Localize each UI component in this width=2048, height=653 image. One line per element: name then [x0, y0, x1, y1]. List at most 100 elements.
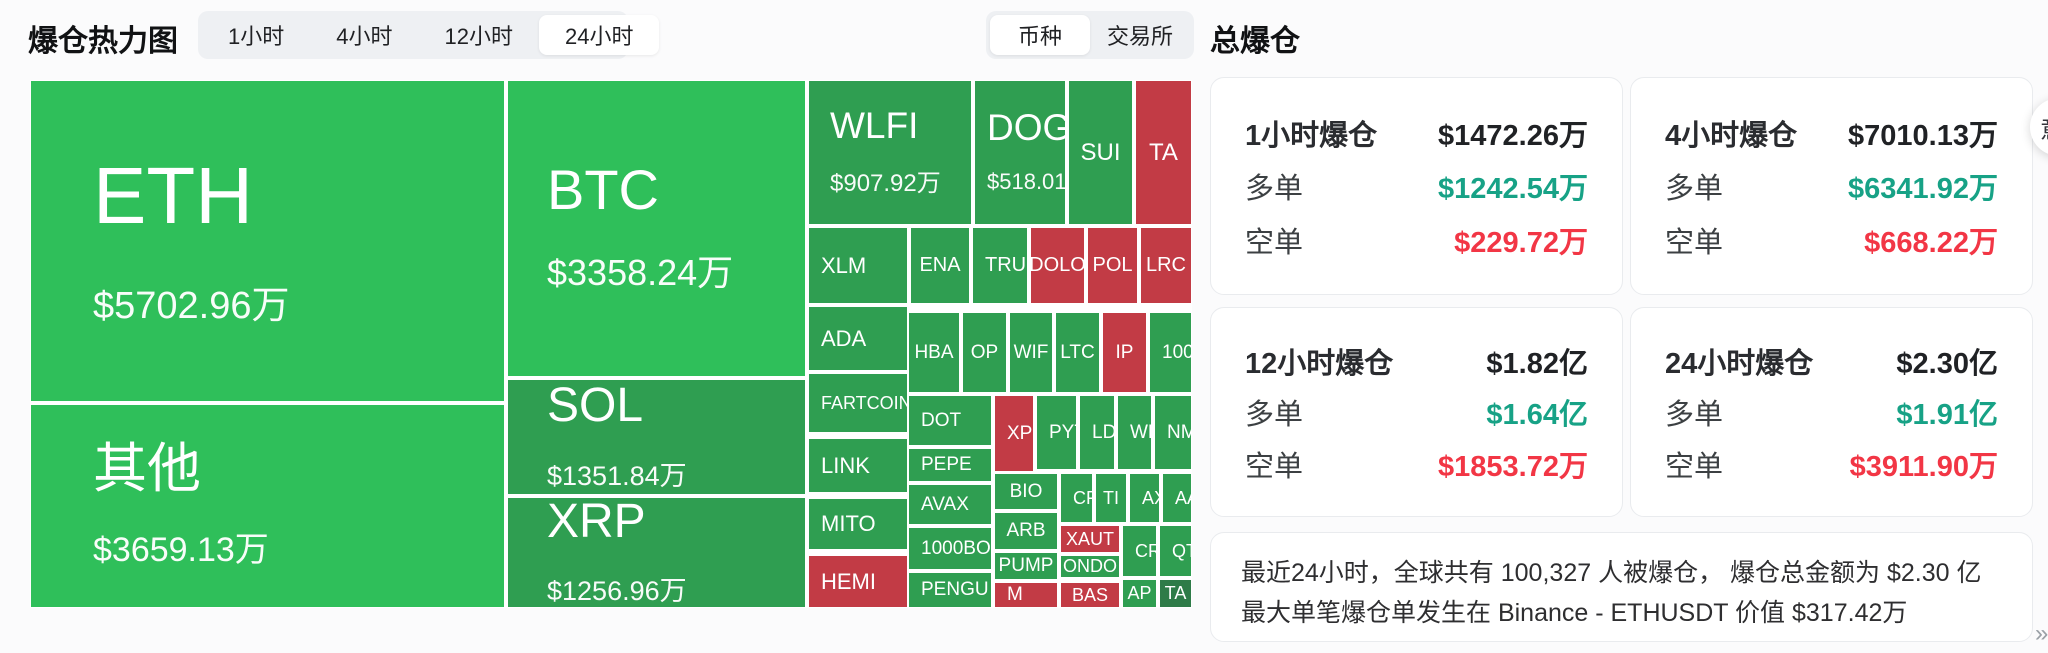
treemap-cell-SOL[interactable]: SOL $1351.84万: [507, 379, 806, 495]
toggle-exchange[interactable]: 交易所: [1106, 24, 1173, 49]
treemap-cell-WIF[interactable]: WIF: [1009, 312, 1053, 393]
treemap-cell-label: BTC: [547, 157, 659, 221]
treemap-cell-label: AX: [1142, 487, 1159, 508]
long-value: $1.91亿: [1896, 399, 1998, 431]
treemap-cell-NM[interactable]: NM: [1154, 395, 1192, 470]
long-label: 多单: [1245, 399, 1304, 431]
treemap-cell-AVAX[interactable]: AVAX: [908, 484, 992, 525]
tab-1h[interactable]: 1小时: [228, 24, 285, 49]
treemap-cell-BAS[interactable]: BAS: [1060, 582, 1120, 608]
treemap-cell-LINK[interactable]: LINK: [808, 438, 908, 493]
tab-12h[interactable]: 12小时: [444, 24, 513, 49]
treemap-cell-AA[interactable]: AA: [1162, 473, 1192, 523]
treemap-cell-XLM[interactable]: XLM: [808, 227, 908, 304]
tab-4h[interactable]: 4小时: [336, 24, 393, 49]
treemap-cell-label: ONDO: [1063, 556, 1117, 577]
treemap-cell-HBA[interactable]: HBA: [908, 312, 960, 393]
treemap-cell-label: MITO: [821, 511, 876, 537]
treemap-cell-label: PUMP: [998, 555, 1054, 577]
treemap-cell-BIO[interactable]: BIO: [994, 473, 1058, 510]
treemap-cell-TI[interactable]: TI: [1095, 473, 1127, 523]
short-value: $668.22万: [1864, 226, 1998, 259]
treemap-cell-label: TI: [1103, 487, 1119, 508]
long-label: 多单: [1665, 399, 1724, 431]
treemap-cell-BTC[interactable]: BTC $3358.24万: [507, 80, 806, 377]
treemap-cell-1000BO[interactable]: 1000BO: [908, 527, 992, 570]
long-value: $1242.54万: [1438, 173, 1588, 205]
treemap-cell-IP[interactable]: IP: [1102, 312, 1147, 393]
treemap-cell-label: IP: [1115, 341, 1134, 363]
treemap-cell-HEMI[interactable]: HEMI: [808, 555, 908, 608]
treemap-cell-SUI[interactable]: SUI: [1068, 80, 1133, 225]
short-label: 空单: [1245, 450, 1304, 483]
treemap-cell-TRUM[interactable]: TRUM: [972, 227, 1028, 304]
treemap-cell-ADA[interactable]: ADA: [808, 306, 908, 371]
treemap-cell-label: NM: [1167, 421, 1191, 443]
treemap-cell-label: SUI: [1080, 138, 1121, 166]
treemap-cell-label: FARTCOIN: [821, 392, 908, 413]
short-label: 空单: [1245, 226, 1304, 259]
card-12h-liquidation: 12小时爆仓 $1.82亿 多单 $1.64亿 空单 $1853.72万: [1210, 307, 1623, 517]
short-value: $1853.72万: [1438, 450, 1588, 483]
treemap-cell-label: WLFI: [830, 105, 919, 147]
treemap-cell-100[interactable]: 100: [1149, 312, 1192, 393]
treemap-cell-LTC[interactable]: LTC: [1055, 312, 1100, 393]
treemap-cell-value: $1256.96万: [547, 576, 687, 607]
treemap-cell-PUMP[interactable]: PUMP: [994, 552, 1058, 580]
card-title: 12小时爆仓: [1245, 347, 1394, 380]
treemap-cell-AP[interactable]: AP: [1122, 579, 1157, 608]
treemap-cell-ONDO[interactable]: ONDO: [1060, 555, 1120, 578]
card-total-value: $7010.13万: [1848, 119, 1998, 152]
long-label: 多单: [1665, 173, 1724, 205]
treemap-cell-WL[interactable]: WL: [1117, 395, 1152, 470]
treemap-cell-label: XPL: [1007, 422, 1033, 444]
treemap-cell-label: POL: [1092, 254, 1133, 276]
short-value: $229.72万: [1454, 226, 1588, 259]
treemap-cell-label: AP: [1127, 583, 1152, 604]
treemap-cell-PEPE[interactable]: PEPE: [908, 448, 992, 482]
liquidation-treemap: ETH $5702.96万 其他 $3659.13万 BTC $3358.24万 SOL $1…: [30, 80, 1192, 608]
treemap-cell-其他[interactable]: 其他 $3659.13万: [30, 404, 505, 608]
treemap-cell-MITO[interactable]: MITO: [808, 498, 908, 550]
treemap-cell-TA[interactable]: TA: [1135, 80, 1192, 225]
treemap-cell-WLFI[interactable]: WLFI $907.92万: [808, 80, 972, 225]
treemap-cell-FARTCOIN[interactable]: FARTCOIN: [808, 373, 908, 433]
treemap-cell-OP[interactable]: OP: [962, 312, 1007, 393]
treemap-cell-ETH[interactable]: ETH $5702.96万: [30, 80, 505, 402]
treemap-cell-LD[interactable]: LD: [1079, 395, 1115, 470]
treemap-cell-ENA[interactable]: ENA: [910, 227, 970, 304]
treemap-cell-label: PENGU: [921, 579, 989, 601]
toggle-coin-selected[interactable]: 币种: [990, 15, 1090, 55]
treemap-cell-ARB[interactable]: ARB: [994, 512, 1058, 550]
card-24h-liquidation: 24小时爆仓 $2.30亿 多单 $1.91亿 空单 $3911.90万: [1630, 307, 2033, 517]
treemap-cell-value: $907.92万: [830, 169, 941, 197]
treemap-cell-QT[interactable]: QT: [1159, 525, 1192, 577]
liquidation-summary-text: 最近24小时，全球共有 100,327 人被爆仓， 爆仓总金额为 $2.30 亿…: [1210, 532, 2033, 642]
treemap-cell-LRC[interactable]: LRC: [1140, 227, 1192, 304]
treemap-cell-CR[interactable]: CR: [1122, 525, 1157, 577]
treemap-cell-XAUT[interactable]: XAUT: [1060, 525, 1120, 553]
treemap-cell-XPL[interactable]: XPL: [994, 395, 1034, 472]
treemap-cell-AX[interactable]: AX: [1129, 473, 1160, 523]
treemap-cell-label: WL: [1130, 421, 1151, 443]
treemap-cell-label: LTC: [1060, 341, 1095, 363]
treemap-cell-label: DOT: [921, 409, 962, 431]
treemap-cell-CF[interactable]: CF: [1060, 473, 1093, 523]
treemap-cell-POL[interactable]: POL: [1087, 227, 1138, 304]
card-title: 1小时爆仓: [1245, 119, 1378, 152]
treemap-cell-label: CF: [1073, 487, 1092, 508]
treemap-cell-value: $3358.24万: [547, 252, 734, 294]
treemap-cell-DOGE[interactable]: DOGE $518.01万: [974, 80, 1066, 225]
expand-more-icon[interactable]: »: [2035, 620, 2048, 647]
treemap-cell-DOLO[interactable]: DOLO: [1030, 227, 1085, 304]
treemap-cell-PYT[interactable]: PYT: [1036, 395, 1077, 470]
treemap-cell-TA[interactable]: TA: [1159, 579, 1192, 608]
treemap-cell-PENGU[interactable]: PENGU: [908, 572, 992, 608]
treemap-cell-M[interactable]: M: [994, 582, 1058, 608]
treemap-cell-XRP[interactable]: XRP $1256.96万: [507, 497, 806, 608]
treemap-cell-DOT[interactable]: DOT: [908, 395, 992, 446]
tab-24h-selected[interactable]: 24小时: [538, 15, 660, 55]
feedback-floating-button[interactable]: 意: [2030, 98, 2048, 156]
short-label: 空单: [1665, 450, 1724, 483]
treemap-cell-label: CR: [1135, 540, 1156, 561]
